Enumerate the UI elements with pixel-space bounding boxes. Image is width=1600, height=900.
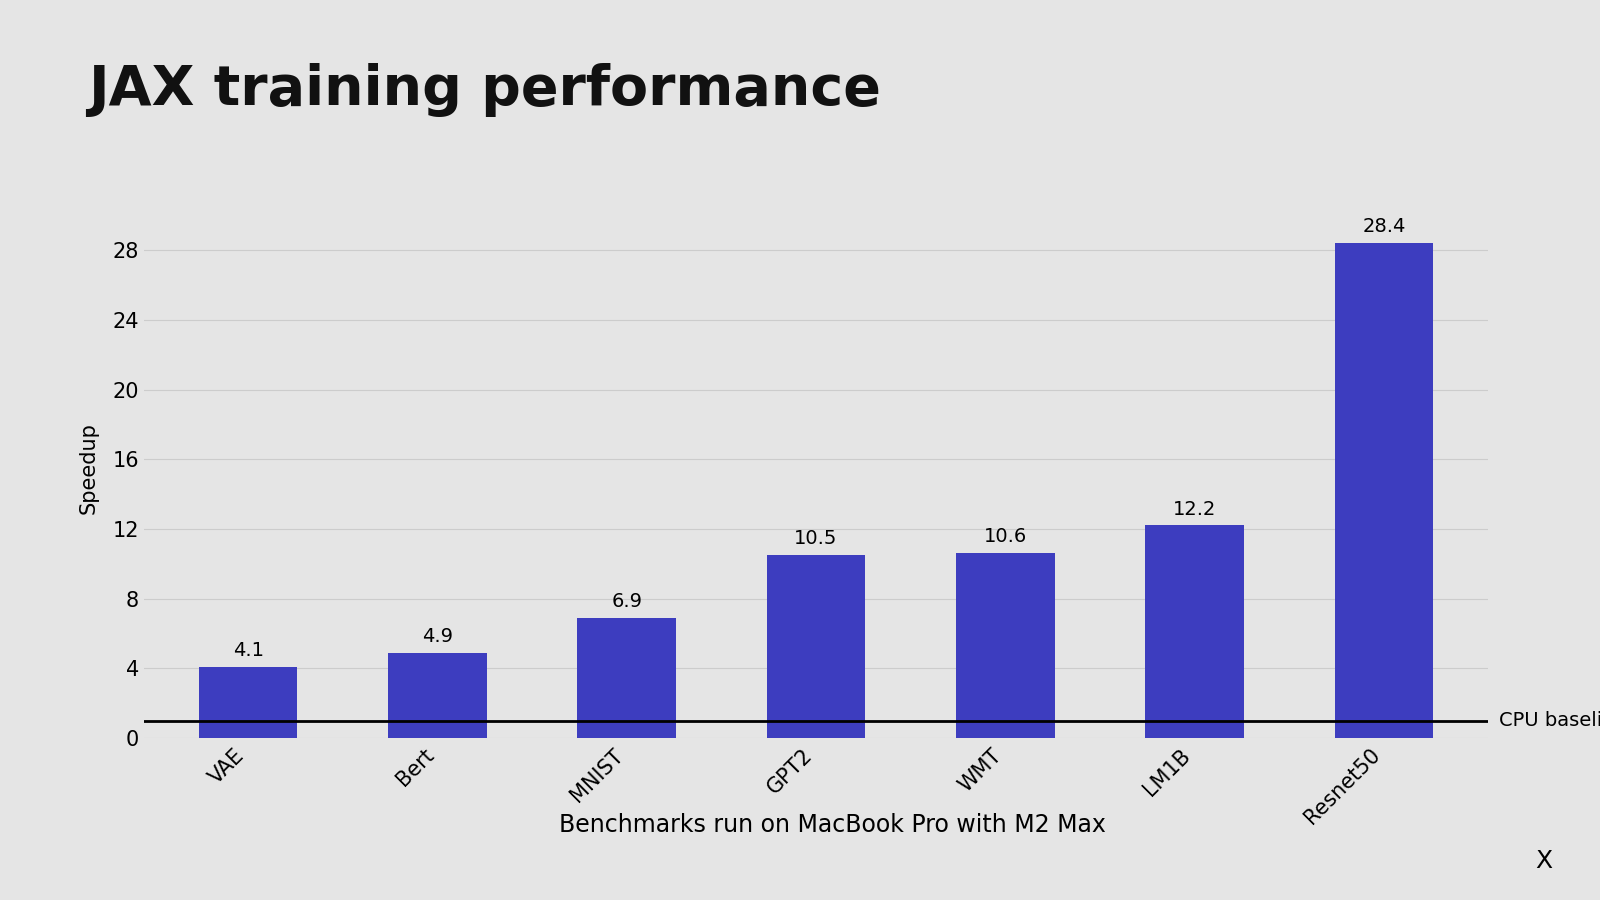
Text: 12.2: 12.2 bbox=[1173, 500, 1216, 518]
Text: JAX training performance: JAX training performance bbox=[88, 63, 882, 117]
Text: CPU baseline: CPU baseline bbox=[1499, 711, 1600, 730]
Bar bbox=[1334, 243, 1434, 738]
Bar bbox=[1146, 526, 1243, 738]
Bar bbox=[198, 667, 298, 738]
Text: 4.9: 4.9 bbox=[422, 626, 453, 645]
Text: 4.1: 4.1 bbox=[232, 641, 264, 660]
Text: Benchmarks run on MacBook Pro with M2 Max: Benchmarks run on MacBook Pro with M2 Ma… bbox=[558, 813, 1106, 837]
Text: X: X bbox=[1534, 849, 1552, 873]
Bar bbox=[389, 652, 486, 738]
Bar bbox=[578, 617, 675, 738]
Y-axis label: Speedup: Speedup bbox=[78, 422, 99, 514]
Text: 10.5: 10.5 bbox=[794, 529, 838, 548]
Bar bbox=[766, 555, 866, 738]
Text: 6.9: 6.9 bbox=[611, 592, 642, 611]
Bar bbox=[957, 554, 1054, 738]
Text: 28.4: 28.4 bbox=[1362, 217, 1405, 237]
Text: 10.6: 10.6 bbox=[984, 527, 1027, 546]
